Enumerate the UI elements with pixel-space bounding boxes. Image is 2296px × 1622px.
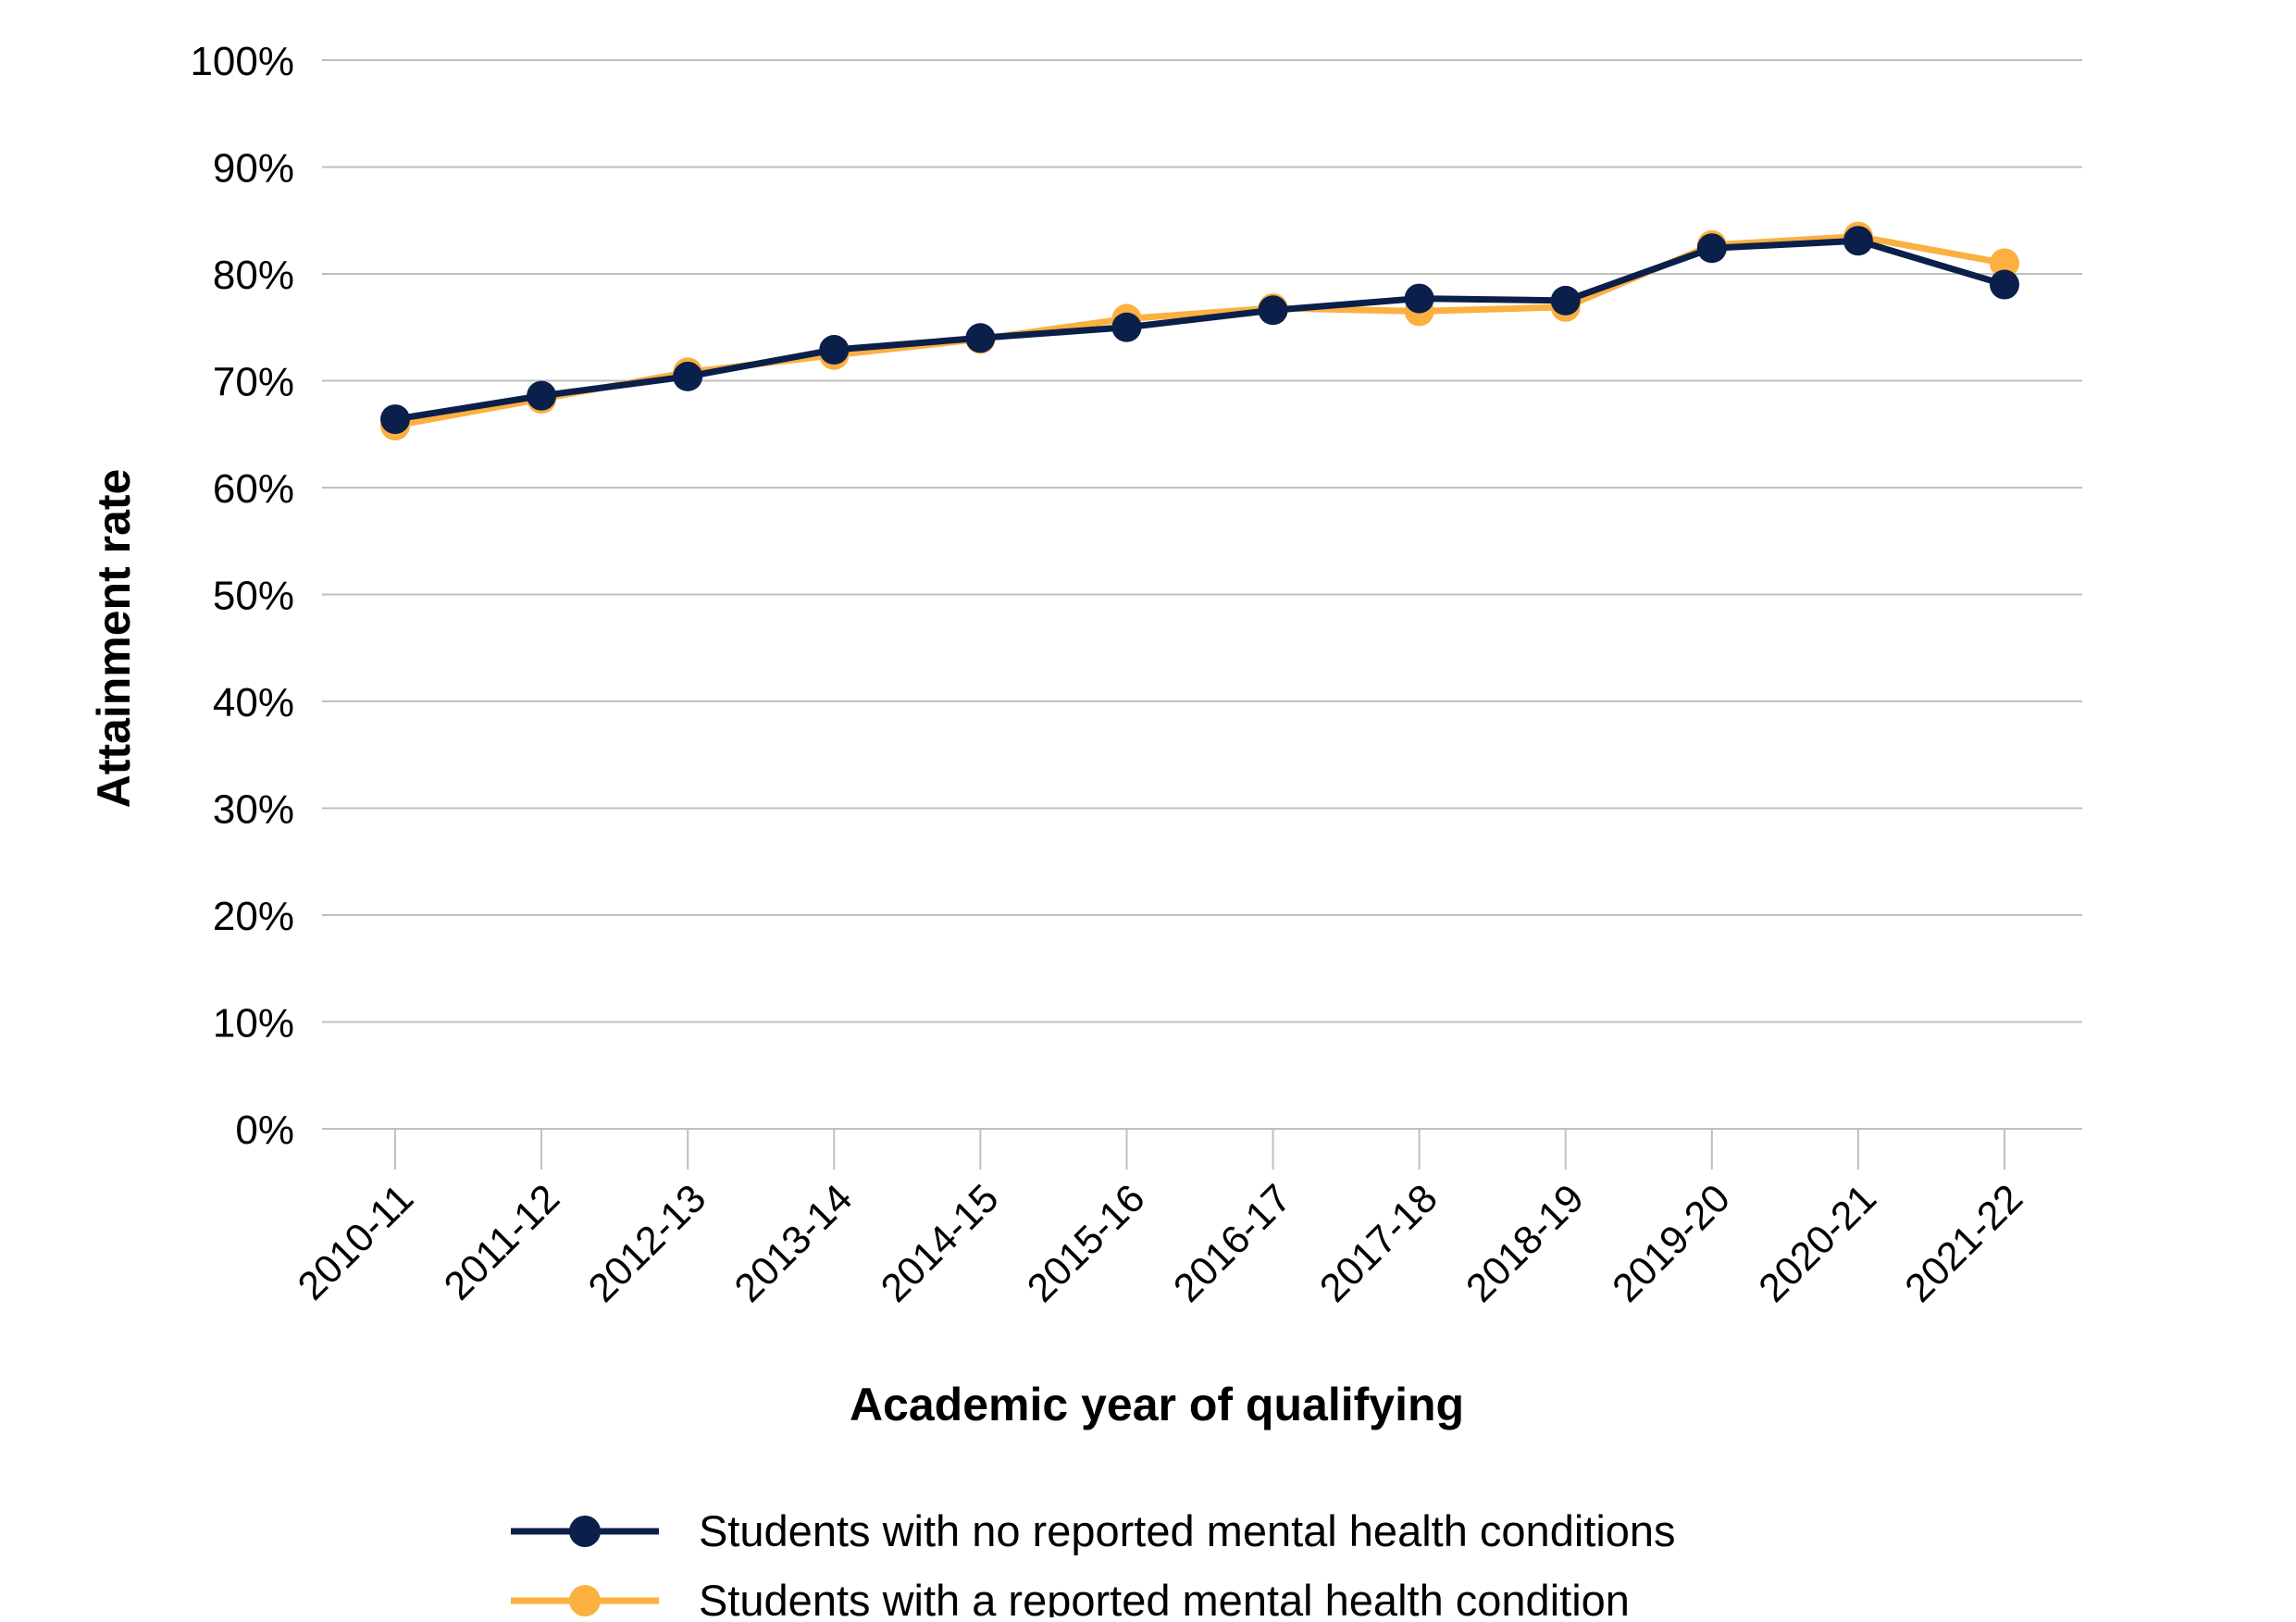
- y-tick-label: 30%: [213, 787, 294, 833]
- x-tick-labels: 2010-11 2011-12 2012-13 2013-14 2014-15 2015-…: [290, 1129, 2031, 1311]
- data-point: [1696, 233, 1727, 264]
- y-tick-labels: 0% 10% 20% 30% 40% 50% 60% 70% 80% 90% 100%: [190, 39, 294, 1153]
- y-tick-label: 40%: [213, 680, 294, 725]
- data-point: [527, 380, 557, 411]
- x-tick-label: 2019-20: [1604, 1176, 1739, 1311]
- data-point: [1990, 248, 2019, 279]
- legend-item: Students with no reported mental health …: [511, 1506, 1676, 1555]
- legend: Students with no reported mental health …: [511, 1506, 1676, 1622]
- data-point: [1258, 295, 1288, 326]
- x-tick-label: 2012-13: [580, 1176, 715, 1311]
- legend-label: Students with a reported mental health c…: [699, 1576, 1630, 1617]
- series-line: [394, 233, 2005, 429]
- x-tick-label: 2015-16: [1019, 1176, 1154, 1311]
- y-tick-label: 10%: [213, 1001, 294, 1046]
- data-point: [1111, 312, 1142, 342]
- data-point: [1843, 226, 1873, 256]
- y-tick-label: 90%: [213, 146, 294, 192]
- series-line: [394, 237, 2006, 423]
- x-tick-label: 2018-19: [1458, 1176, 1593, 1311]
- x-tick-label: 2011-12: [436, 1176, 568, 1308]
- y-tick-label: 80%: [213, 253, 294, 298]
- x-tick-label: 2016-17: [1165, 1176, 1300, 1311]
- legend-swatch-marker: [569, 1585, 601, 1616]
- x-tick-label: 2021-22: [1897, 1176, 2032, 1311]
- legend-label: Students with no reported mental health …: [699, 1506, 1676, 1555]
- gridlines: [322, 59, 2082, 1130]
- data-point: [1404, 283, 1434, 314]
- data-point: [965, 323, 996, 353]
- data-point: [380, 404, 410, 435]
- legend-item: Students with a reported mental health c…: [511, 1576, 1630, 1622]
- legend-swatch-marker: [569, 1516, 601, 1547]
- series-0: [380, 221, 2019, 441]
- series-1: [380, 226, 2019, 435]
- y-tick-label: 70%: [213, 360, 294, 405]
- y-tick-label: 60%: [213, 466, 294, 512]
- x-tick-label: 2020-21: [1750, 1176, 1885, 1311]
- x-tick-label: 2014-15: [873, 1176, 1008, 1311]
- x-axis-title: Academic year of qualifying: [850, 1379, 1464, 1430]
- y-tick-label: 0%: [235, 1108, 294, 1153]
- data-point: [673, 361, 703, 391]
- data-point: [1990, 269, 2019, 300]
- x-tick-label: 2010-11: [290, 1176, 422, 1308]
- data-point: [819, 335, 850, 365]
- y-axis-title: Attainment rate: [88, 469, 140, 809]
- series-group: [380, 221, 2019, 441]
- y-tick-label: 20%: [213, 894, 294, 939]
- y-tick-label: 50%: [213, 574, 294, 619]
- y-tick-label: 100%: [190, 39, 294, 84]
- data-point: [1550, 285, 1581, 316]
- x-tick-label: 2017-18: [1311, 1176, 1446, 1311]
- x-tick-label: 2013-14: [726, 1176, 862, 1311]
